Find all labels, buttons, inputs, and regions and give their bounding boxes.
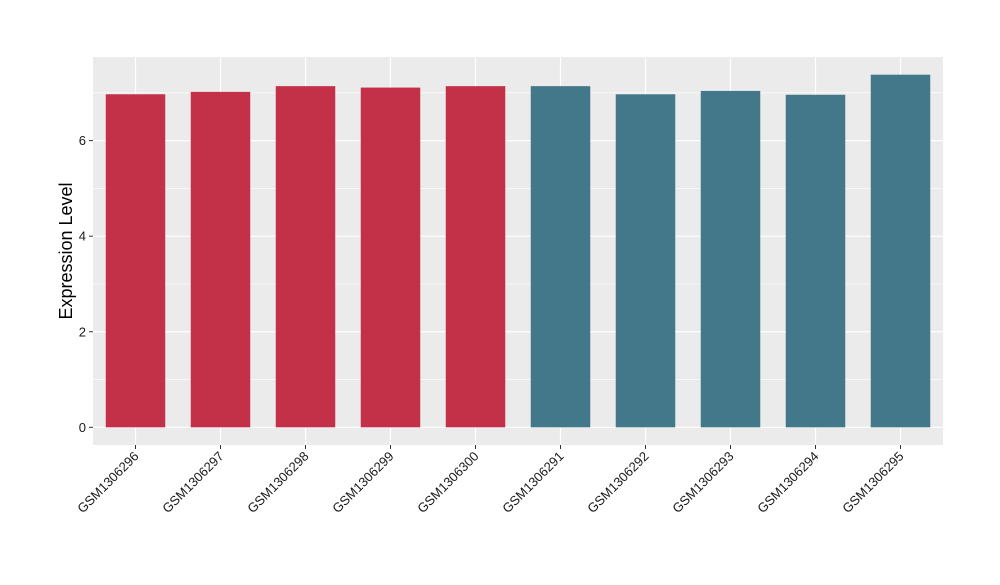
bars	[105, 74, 931, 428]
bar-GSM1306300	[445, 86, 506, 428]
x-tick-label: GSM1306298	[244, 449, 311, 516]
bar-GSM1306298	[275, 86, 336, 428]
bar-GSM1306297	[190, 91, 251, 428]
bar-GSM1306293	[700, 90, 761, 428]
bar-GSM1306296	[105, 94, 166, 428]
bar-GSM1306291	[530, 86, 591, 428]
y-axis-title: Expression Level	[56, 182, 76, 319]
x-tick-label: GSM1306296	[74, 449, 141, 516]
x-tick-label: GSM1306291	[499, 449, 566, 516]
x-tick-label: GSM1306293	[669, 449, 736, 516]
y-tick-label: 2	[79, 324, 86, 339]
bar-GSM1306294	[785, 94, 846, 428]
bar-GSM1306292	[615, 94, 676, 428]
bar-GSM1306295	[870, 74, 931, 428]
x-axis-ticks: GSM1306296 GSM1306297 GSM1306298 GSM1306299…	[74, 445, 907, 516]
y-tick-label: 4	[79, 229, 86, 244]
x-tick-label: GSM1306294	[754, 449, 821, 516]
x-tick-label: GSM1306292	[584, 449, 651, 516]
y-axis-ticks: 0 2 4 6	[79, 133, 93, 435]
y-tick-label: 6	[79, 133, 86, 148]
x-tick-label: GSM1306297	[159, 449, 226, 516]
bar-GSM1306299	[360, 87, 421, 428]
x-tick-label: GSM1306299	[329, 449, 396, 516]
x-tick-label: GSM1306295	[839, 449, 906, 516]
y-tick-label: 0	[79, 420, 86, 435]
x-tick-label: GSM1306300	[414, 449, 481, 516]
